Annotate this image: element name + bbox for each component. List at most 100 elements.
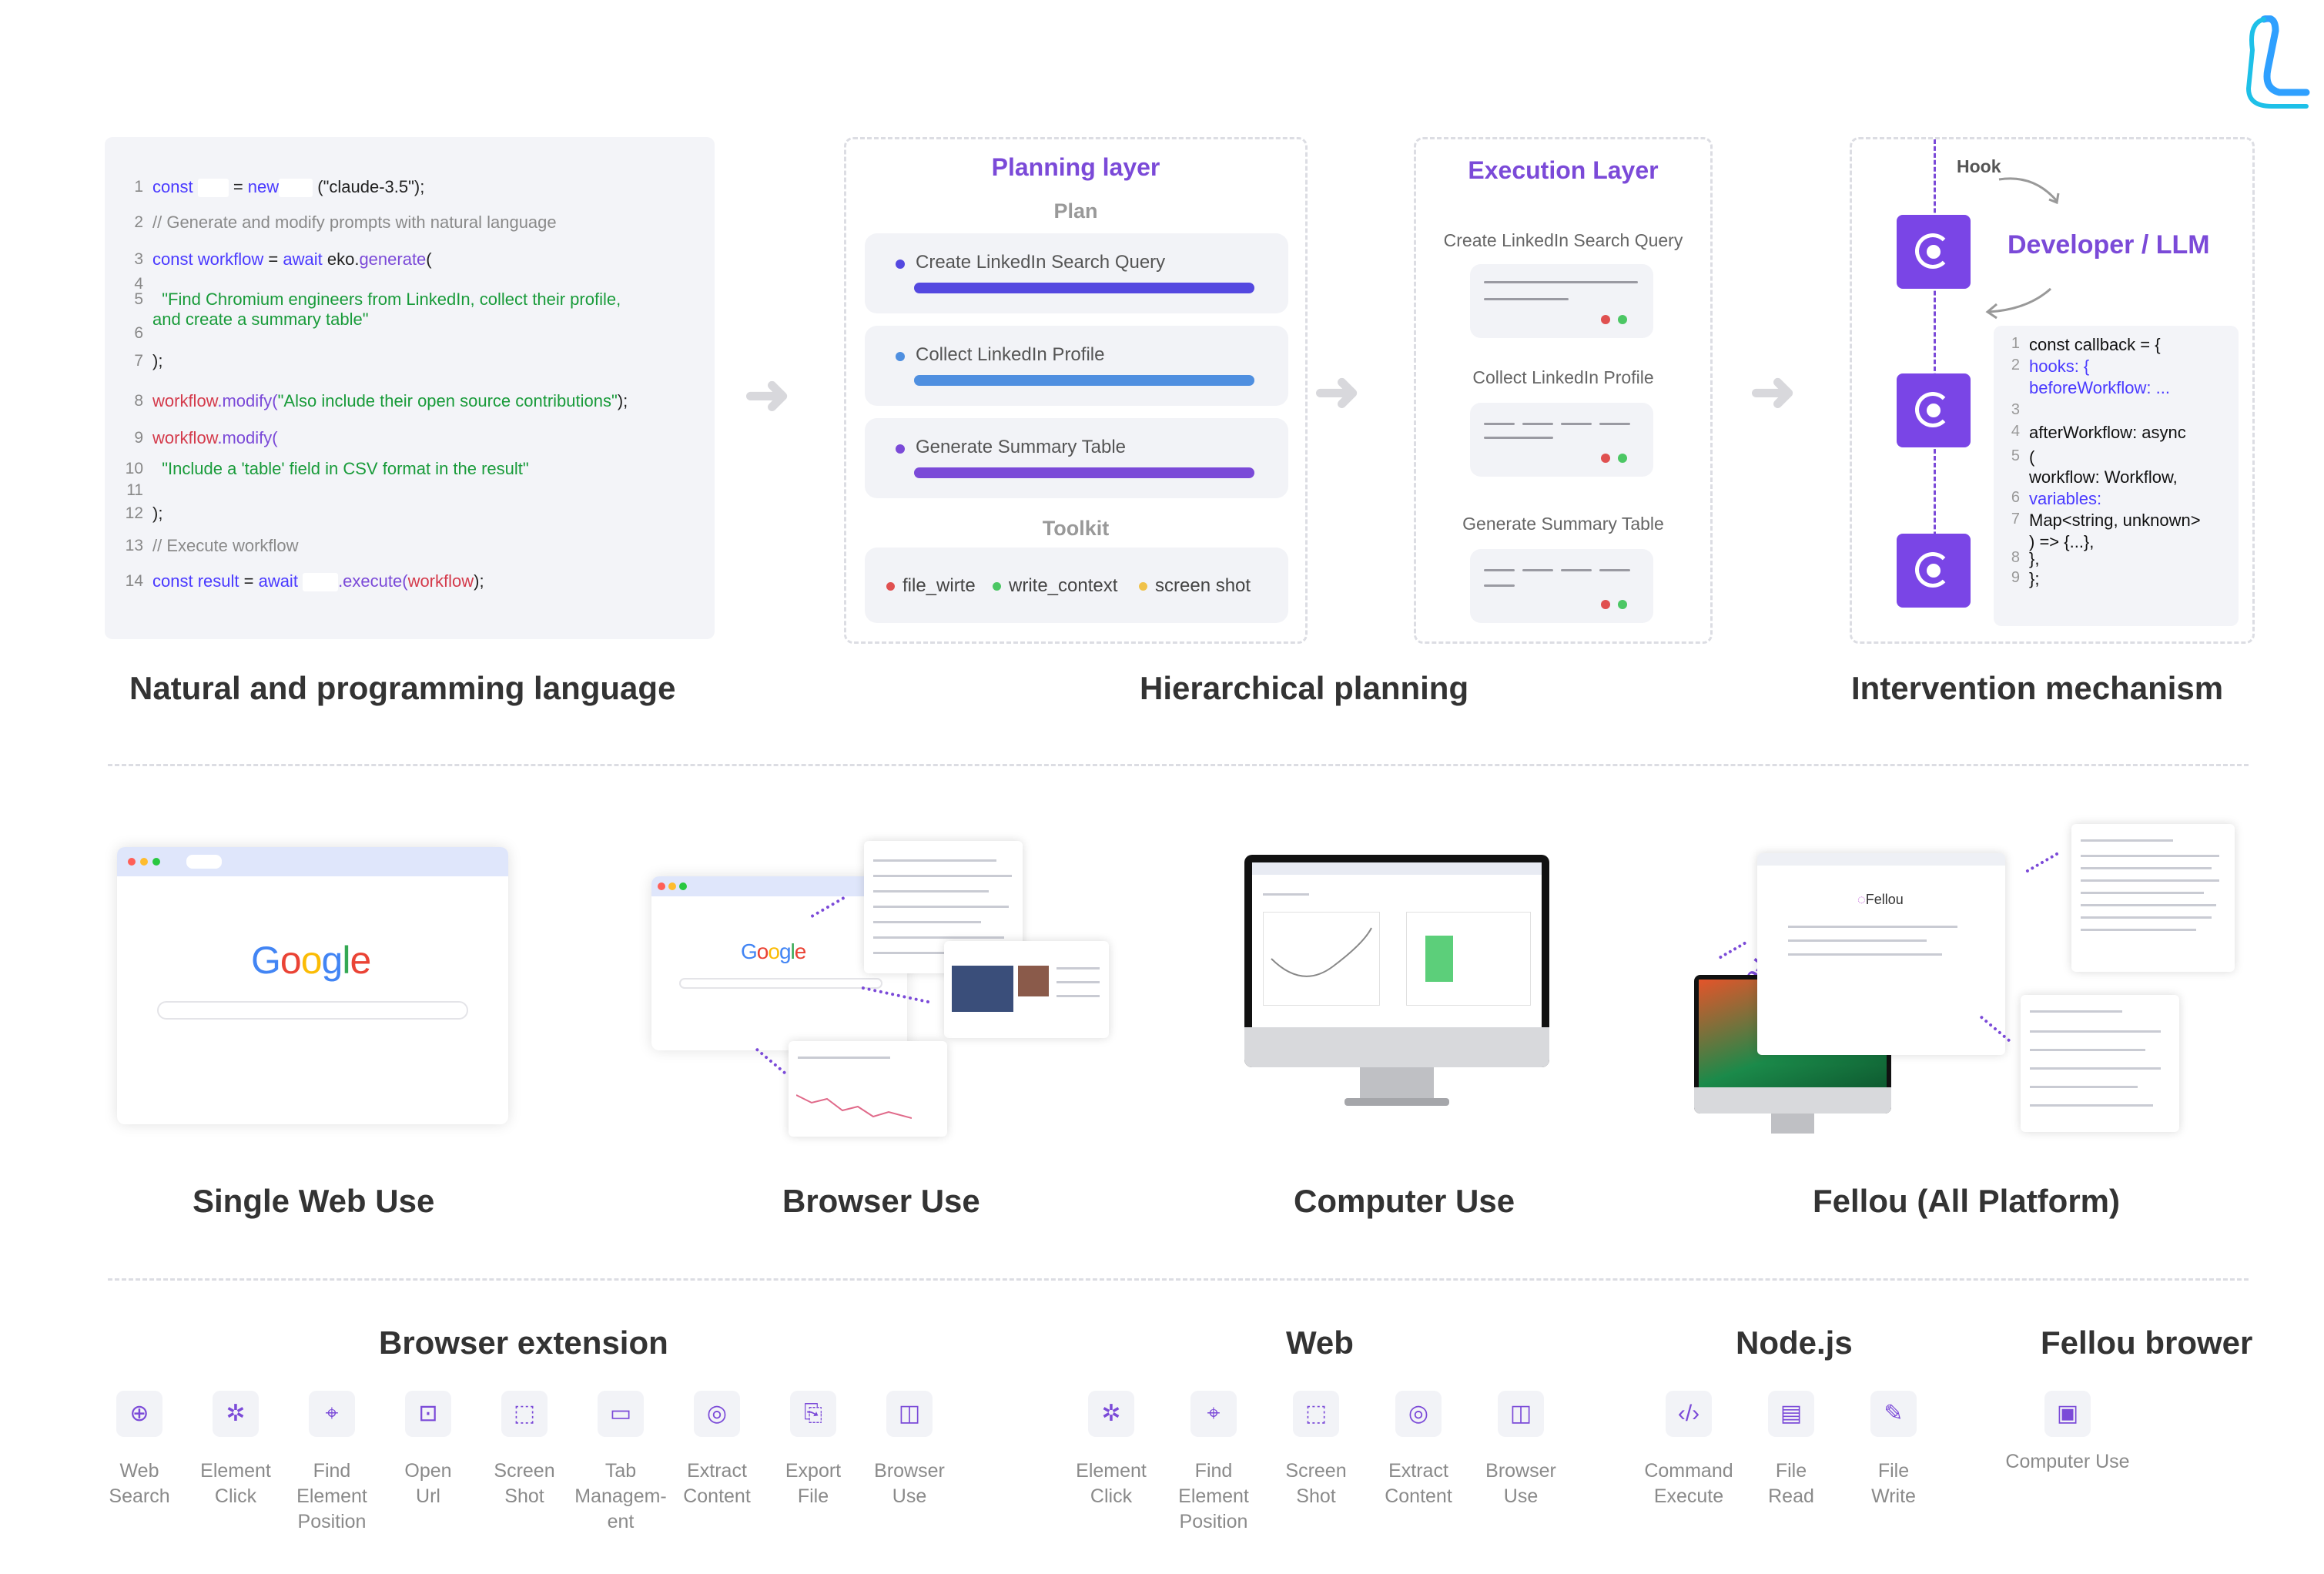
code-token: ( xyxy=(2029,447,2035,467)
node-icon xyxy=(1915,233,1951,269)
export-icon: ⎘ xyxy=(790,1391,836,1437)
plan-item-label: Collect LinkedIn Profile xyxy=(916,344,1105,365)
code-line: 4 xyxy=(105,274,705,305)
platform-label: Computer Use xyxy=(1294,1183,1515,1219)
section-label: Natural and programming language xyxy=(129,670,676,706)
curved-arrow-icon xyxy=(1998,177,2060,205)
dotted-arrow-icon xyxy=(755,1047,787,1075)
code-token: ); xyxy=(474,571,484,591)
line-number: 9 xyxy=(134,429,143,447)
browser-icon: ◫ xyxy=(1498,1391,1544,1437)
code-token: = xyxy=(263,249,283,269)
bullet-icon xyxy=(886,582,895,591)
progress-bar xyxy=(914,375,1254,386)
code-token: workflow xyxy=(152,391,218,410)
code-token: ( xyxy=(426,249,432,269)
toolkit-item: screen shot xyxy=(1139,575,1251,597)
status-dot-icon xyxy=(1618,315,1627,324)
code-token: beforeWorkflow: ... xyxy=(2029,378,2170,397)
brand-logo-icon xyxy=(2245,15,2310,109)
extract-icon: ◎ xyxy=(694,1391,740,1437)
line-number: 3 xyxy=(2011,401,2020,418)
cursor-click-icon: ✲ xyxy=(213,1391,259,1437)
line-number: 3 xyxy=(134,250,143,268)
line-number: 2 xyxy=(2011,357,2020,373)
tool-label: Element Click xyxy=(200,1460,271,1507)
text-line xyxy=(1522,423,1553,425)
code-token: result xyxy=(197,571,239,591)
fellou-brand: ◌Fellou xyxy=(1857,892,1904,907)
tool-label: Extract Content xyxy=(683,1460,751,1507)
line-number: 6 xyxy=(134,324,143,342)
tool-group-title: Browser extension xyxy=(379,1325,668,1361)
execution-layer-card: Execution Layer Create LinkedIn Search Q… xyxy=(1414,137,1713,644)
tool-group-title: Node.js xyxy=(1736,1325,1853,1361)
code-line: 11 xyxy=(105,481,705,511)
line-number: 1 xyxy=(2011,335,2020,352)
screenshot-icon: ⬚ xyxy=(501,1391,548,1437)
tool-label: Browser Use xyxy=(874,1460,945,1507)
code-line: 3 const workflow = await eko.generate( xyxy=(105,249,705,280)
code-token: = xyxy=(239,571,259,591)
tool-label: Open Url xyxy=(404,1460,452,1507)
chart-page-thumbnail xyxy=(789,1041,947,1137)
text-line xyxy=(1599,569,1630,571)
fellou-window: ◌Fellou xyxy=(1757,853,2005,1055)
code-line: 7); xyxy=(105,351,705,382)
code-token: eko. xyxy=(326,249,360,269)
text-line xyxy=(1522,569,1553,571)
line-number: 4 xyxy=(134,275,143,293)
line-number: 5 xyxy=(2011,447,2020,464)
planning-layer-card: Planning layer Plan Create LinkedIn Sear… xyxy=(844,137,1308,644)
code-line: 1 const = new ("claude-3.5"); xyxy=(105,177,705,208)
arrow-right-icon: ➜ xyxy=(1750,361,1797,423)
redacted-text xyxy=(303,573,339,592)
code-token: "Include a 'table' field in CSV format i… xyxy=(152,459,529,478)
platform-label: Single Web Use xyxy=(193,1183,435,1219)
line-number: 11 xyxy=(126,481,143,499)
code-token: Map<string, unknown> xyxy=(2029,511,2201,530)
status-dot-icon xyxy=(1618,454,1627,463)
tool-label: Find Element Position xyxy=(296,1460,367,1532)
execution-step xyxy=(1470,403,1653,477)
bullet-icon xyxy=(896,444,905,454)
plan-item: Collect LinkedIn Profile xyxy=(865,326,1288,406)
plan-label: Plan xyxy=(1053,199,1098,223)
news-page-thumbnail xyxy=(944,941,1109,1038)
file-read-icon: ▤ xyxy=(1768,1391,1814,1437)
status-dot-icon xyxy=(1601,454,1610,463)
node-icon xyxy=(1915,552,1951,588)
tool-label: Screen Shot xyxy=(1285,1460,1347,1507)
plan-item: Create LinkedIn Search Query xyxy=(865,233,1288,313)
flow-line xyxy=(1934,139,1936,571)
platform-label: Browser Use xyxy=(782,1183,980,1219)
bullet-icon xyxy=(896,352,905,361)
map-pin-icon: ⌖ xyxy=(1190,1391,1237,1437)
code-token: .modify( xyxy=(217,428,278,447)
planning-layer-title: Planning layer xyxy=(991,153,1160,181)
search-input[interactable] xyxy=(157,1001,468,1020)
text-line xyxy=(1599,423,1630,425)
code-token: .execute( xyxy=(338,571,408,591)
text-line xyxy=(1561,423,1592,425)
globe-search-icon: ⊕ xyxy=(116,1391,162,1437)
code-line: 5 "Find Chromium engineers from LinkedIn… xyxy=(105,290,705,329)
hook-node xyxy=(1897,373,1971,447)
code-token: afterWorkflow: async xyxy=(2029,423,2186,442)
line-number: 5 xyxy=(134,290,143,308)
code-token: "Also include their open source contribu… xyxy=(277,391,618,410)
plan-item-label: Generate Summary Table xyxy=(916,437,1127,457)
line-number: 10 xyxy=(125,460,143,477)
monitor-screen xyxy=(1252,862,1542,1027)
code-token: // Execute workflow xyxy=(152,536,299,555)
code-token: variables: xyxy=(2029,489,2102,508)
tool-label: Find Element Position xyxy=(1178,1460,1249,1532)
dotted-arrow-icon xyxy=(2025,852,2059,873)
web-page-thumbnail xyxy=(864,841,1023,973)
browser-icon: ◫ xyxy=(886,1391,933,1437)
line-number: 2 xyxy=(134,213,143,231)
screenshot-icon: ⬚ xyxy=(1293,1391,1339,1437)
toolkit-item-label: write_context xyxy=(1009,575,1118,596)
google-logo: Google xyxy=(741,939,806,963)
code-token: const xyxy=(152,571,198,591)
